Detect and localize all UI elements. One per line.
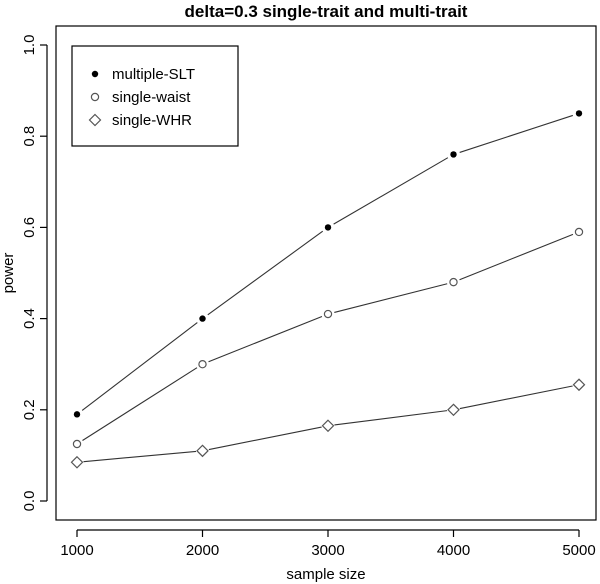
- x-axis-label: sample size: [286, 566, 365, 583]
- series-multiple-slt: [73, 110, 583, 418]
- x-tick-label: 2000: [186, 542, 219, 559]
- series-line-segment: [459, 114, 573, 153]
- data-point: [199, 315, 206, 322]
- y-axis-label: power: [0, 253, 17, 294]
- y-tick-label: 1.0: [21, 35, 38, 56]
- data-point: [323, 309, 333, 319]
- data-point: [72, 439, 82, 449]
- legend-box: [71, 45, 239, 147]
- series-line-segment: [82, 367, 198, 441]
- y-tick-label: 0.6: [21, 217, 38, 238]
- series-line-segment: [334, 410, 448, 426]
- series-line-segment: [208, 315, 323, 363]
- data-point: [321, 419, 335, 433]
- data-point: [324, 224, 332, 231]
- x-axis: 1000 2000 3000 4000 5000: [60, 529, 596, 559]
- y-axis: 0.0 0.2 0.4 0.6 0.8 1.0: [21, 35, 48, 512]
- data-point: [572, 378, 586, 392]
- data-point: [574, 227, 584, 237]
- data-point: [447, 403, 460, 417]
- series-single-waist: [72, 227, 584, 449]
- data-point: [196, 444, 209, 458]
- y-tick-label: 0.2: [21, 399, 38, 420]
- x-tick-label: 5000: [562, 542, 595, 559]
- y-tick-label: 0.8: [21, 126, 38, 147]
- series-line-segment: [81, 322, 198, 411]
- series-line-segment: [334, 283, 448, 313]
- data-point: [198, 360, 207, 369]
- legend-marker-single-waist: [90, 92, 100, 102]
- data-point: [70, 455, 84, 469]
- data-point: [73, 411, 81, 418]
- data-point: [575, 110, 583, 117]
- legend: multiple-SLT single-waist single-WHR: [71, 45, 239, 147]
- series-line-segment: [459, 385, 573, 410]
- series-line-segment: [208, 426, 322, 451]
- y-tick-label: 0.0: [21, 491, 38, 512]
- y-tick-label: 0.4: [21, 308, 38, 329]
- series-single-whr: [70, 378, 586, 469]
- series-line-segment: [83, 450, 197, 463]
- legend-marker-multiple-slt: [91, 70, 99, 78]
- x-tick-label: 4000: [437, 542, 470, 559]
- data-point: [450, 151, 457, 158]
- series-line-segment: [207, 230, 324, 316]
- data-point: [449, 277, 458, 287]
- legend-label-single-whr: single-WHR: [112, 112, 192, 129]
- x-tick-label: 3000: [311, 542, 344, 559]
- legend-label-single-waist: single-waist: [112, 89, 191, 106]
- series-layer: [70, 110, 586, 469]
- legend-label-multiple-slt: multiple-SLT: [112, 66, 195, 83]
- x-tick-label: 1000: [60, 542, 93, 559]
- chart-title: delta=0.3 single-trait and multi-trait: [185, 2, 468, 21]
- series-line-segment: [459, 233, 574, 281]
- series-line-segment: [333, 157, 449, 225]
- plot-frame: [55, 25, 597, 521]
- legend-marker-single-whr: [88, 113, 102, 127]
